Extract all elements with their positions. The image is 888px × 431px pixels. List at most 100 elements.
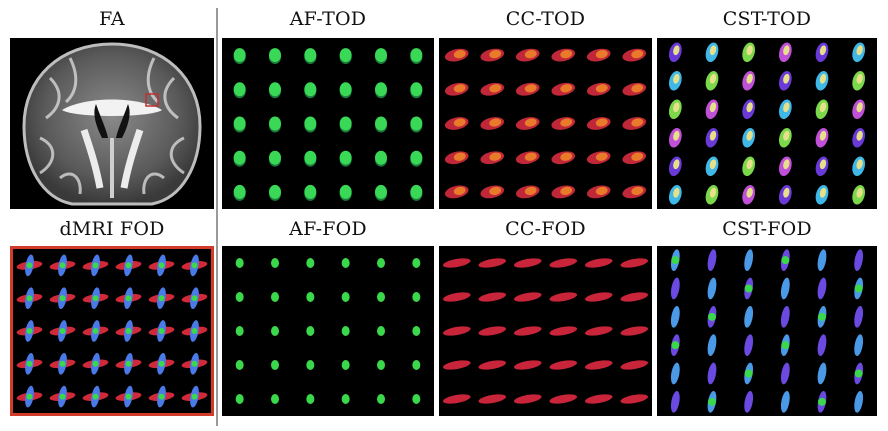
fa-image	[10, 38, 214, 209]
fiber-glyph	[549, 394, 578, 404]
fiber-glyph	[854, 249, 864, 272]
fiber-glyph	[673, 130, 680, 141]
fiber-glyph	[412, 394, 421, 404]
fiber-glyph	[339, 116, 352, 131]
fiber-glyph	[191, 393, 198, 400]
fiber-glyph	[781, 256, 790, 265]
fiber-glyph	[854, 369, 863, 378]
fiber-glyph	[375, 184, 387, 199]
fiber-glyph	[620, 258, 649, 268]
fiber-glyph	[26, 262, 33, 269]
fiber-glyph	[341, 360, 350, 370]
fiber-glyph	[513, 394, 542, 404]
fiber-glyph	[453, 84, 466, 93]
fiber-glyph	[584, 258, 613, 268]
fiber-glyph	[709, 187, 717, 198]
fiber-glyph	[158, 360, 165, 367]
fiber-glyph	[560, 84, 573, 93]
fiber-glyph	[584, 360, 613, 370]
fiber-glyph	[410, 116, 423, 131]
cst-fod-title: CST-FOD	[722, 218, 812, 240]
fiber-glyph	[631, 186, 644, 196]
fiber-glyph	[269, 116, 281, 131]
fiber-glyph	[92, 360, 99, 367]
fiber-glyph	[854, 334, 864, 357]
fiber-glyph	[746, 130, 753, 141]
fiber-glyph	[442, 258, 471, 268]
cc-tod-panel	[439, 38, 652, 209]
fiber-glyph	[339, 82, 352, 97]
fiber-glyph	[709, 45, 717, 56]
fiber-glyph	[269, 48, 281, 63]
fiber-glyph	[339, 48, 352, 63]
fiber-glyph	[26, 295, 33, 302]
fiber-glyph	[233, 150, 246, 165]
fiber-glyph	[854, 284, 863, 293]
fiber-glyph	[631, 84, 644, 93]
fiber-glyph	[595, 152, 608, 161]
fiber-glyph	[631, 152, 644, 161]
fiber-glyph	[856, 130, 863, 141]
fiber-glyph	[442, 394, 471, 404]
fiber-glyph	[235, 360, 244, 370]
fiber-glyph	[707, 334, 717, 357]
fiber-glyph	[442, 292, 471, 302]
fiber-glyph	[412, 360, 421, 370]
fiber-glyph	[746, 159, 753, 170]
fiber-glyph	[818, 397, 826, 406]
fiber-glyph	[233, 184, 246, 199]
dmri-fod-panel	[10, 246, 214, 416]
fiber-glyph	[781, 341, 790, 350]
fiber-glyph	[819, 45, 827, 56]
fiber-glyph	[412, 292, 421, 302]
fiber-glyph	[620, 360, 649, 370]
fiber-glyph	[375, 150, 387, 165]
fiber-glyph	[817, 249, 827, 272]
fiber-glyph	[549, 360, 578, 370]
fiber-glyph	[235, 292, 244, 302]
fiber-glyph	[341, 394, 350, 404]
fiber-glyph	[595, 186, 608, 196]
fiber-glyph	[158, 262, 165, 269]
fiber-glyph	[478, 326, 507, 336]
fiber-glyph	[306, 292, 315, 302]
fiber-glyph	[235, 258, 244, 268]
fiber-glyph	[584, 394, 613, 404]
fiber-glyph	[478, 394, 507, 404]
fiber-glyph	[783, 130, 790, 141]
fiber-glyph	[304, 150, 317, 165]
fiber-glyph	[670, 277, 680, 300]
fiber-glyph	[269, 184, 281, 199]
cst-tod-panel	[657, 38, 877, 209]
fiber-glyph	[780, 305, 790, 328]
fiber-glyph	[410, 184, 423, 199]
fiber-glyph	[306, 326, 315, 336]
fiber-glyph	[819, 102, 827, 113]
af-tod-title: AF-TOD	[289, 8, 367, 30]
fiber-glyph	[489, 152, 502, 161]
fiber-glyph	[125, 328, 132, 334]
fiber-glyph	[191, 262, 198, 269]
fiber-glyph	[513, 326, 542, 336]
fiber-glyph	[410, 150, 423, 165]
fiber-glyph	[854, 305, 864, 328]
fiber-glyph	[854, 390, 864, 413]
fiber-glyph	[595, 49, 608, 59]
fiber-glyph	[26, 328, 33, 334]
fiber-glyph	[233, 82, 246, 97]
fiber-glyph	[744, 369, 753, 378]
fiber-glyph	[304, 48, 317, 63]
fiber-glyph	[375, 116, 387, 131]
fiber-glyph	[59, 295, 66, 302]
fiber-glyph	[856, 45, 863, 56]
fiber-glyph	[744, 305, 754, 328]
fiber-glyph	[271, 360, 279, 370]
fiber-glyph	[158, 328, 165, 334]
fiber-glyph	[233, 48, 246, 63]
fiber-glyph	[191, 360, 198, 367]
fiber-glyph	[375, 82, 387, 97]
fiber-glyph	[819, 159, 827, 170]
fiber-glyph	[744, 334, 754, 357]
fiber-glyph	[783, 73, 790, 84]
fiber-glyph	[673, 45, 680, 56]
